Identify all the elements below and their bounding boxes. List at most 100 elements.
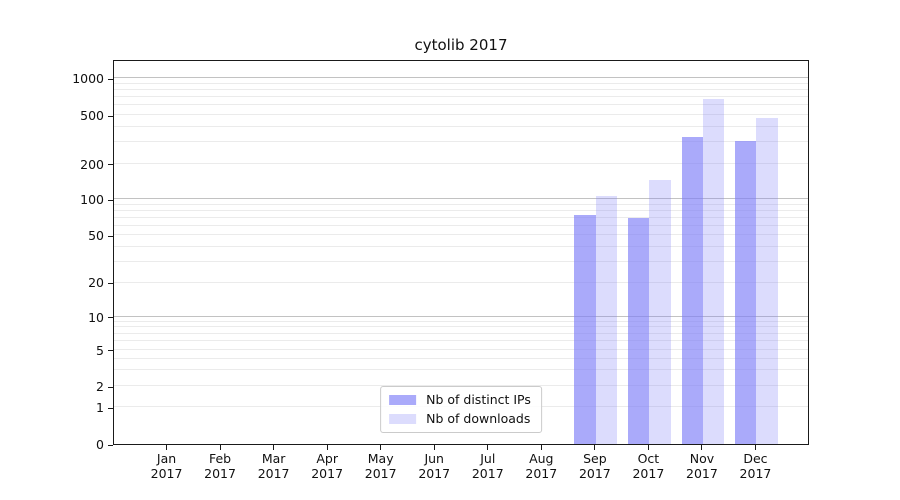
x-tick-year-dec: 2017 bbox=[739, 466, 772, 481]
legend-label-downloads: Nb of downloads bbox=[426, 411, 531, 426]
gridline-y-900 bbox=[114, 82, 808, 84]
x-tick-month-sep: Sep bbox=[583, 451, 607, 466]
y-tick-mark-50 bbox=[108, 235, 113, 237]
x-tick-label-feb: Feb 2017 bbox=[190, 451, 250, 481]
y-tick-mark-5 bbox=[108, 350, 113, 352]
x-tick-year-apr: 2017 bbox=[311, 466, 344, 481]
bar-nb-of-distinct-ips-nov bbox=[681, 136, 703, 444]
x-tick-year-oct: 2017 bbox=[632, 466, 665, 481]
x-tick-mark-mar bbox=[273, 445, 275, 450]
chart-title: cytolib 2017 bbox=[414, 36, 508, 54]
x-tick-year-nov: 2017 bbox=[686, 466, 718, 481]
x-tick-label-aug: Aug 2017 bbox=[511, 451, 571, 481]
gridline-y-4 bbox=[114, 357, 808, 359]
x-tick-month-mar: Mar bbox=[261, 451, 286, 466]
y-tick-mark-1 bbox=[108, 407, 113, 409]
x-tick-month-jun: Jun bbox=[424, 451, 444, 466]
x-tick-month-aug: Aug bbox=[529, 451, 554, 466]
gridline-y-70 bbox=[114, 216, 808, 218]
y-tick-label-200: 200 bbox=[80, 156, 104, 172]
x-tick-month-nov: Nov bbox=[689, 451, 715, 466]
x-tick-month-may: May bbox=[367, 451, 394, 466]
gridline-y-5 bbox=[114, 348, 808, 350]
x-tick-month-jan: Jan bbox=[156, 451, 177, 466]
x-tick-label-mar: Mar 2017 bbox=[244, 451, 304, 481]
bar-nb-of-downloads-oct bbox=[649, 180, 671, 444]
x-tick-year-feb: 2017 bbox=[204, 466, 236, 481]
x-tick-month-dec: Dec bbox=[743, 451, 768, 466]
x-tick-label-jan: Jan 2017 bbox=[137, 451, 197, 481]
x-tick-year-may: 2017 bbox=[364, 466, 397, 481]
gridline-y-600 bbox=[114, 104, 808, 106]
gridline-y-9 bbox=[114, 320, 808, 322]
gridline-y-50 bbox=[114, 234, 808, 236]
x-tick-year-jan: 2017 bbox=[150, 466, 183, 481]
x-tick-month-jul: Jul bbox=[480, 451, 496, 466]
x-tick-mark-feb bbox=[219, 445, 221, 450]
x-tick-mark-apr bbox=[326, 445, 328, 450]
gridline-y-300 bbox=[114, 141, 808, 143]
x-tick-month-apr: Apr bbox=[316, 451, 338, 466]
legend-item-downloads: Nb of downloads bbox=[389, 411, 531, 426]
gridline-y-80 bbox=[114, 209, 808, 211]
gridline-y-10 bbox=[114, 315, 808, 317]
gridline-y-200 bbox=[114, 163, 808, 164]
gridline-y-40 bbox=[114, 245, 808, 247]
plot-area: Nb of distinct IPs Nb of downloads bbox=[113, 60, 809, 445]
gridline-y-400 bbox=[114, 125, 808, 127]
gridline-y-90 bbox=[114, 203, 808, 205]
y-tick-mark-500 bbox=[108, 115, 113, 117]
bar-nb-of-distinct-ips-dec bbox=[735, 141, 757, 444]
x-tick-mark-oct bbox=[647, 445, 649, 450]
x-tick-year-mar: 2017 bbox=[257, 466, 290, 481]
y-tick-mark-2 bbox=[108, 386, 113, 388]
bar-nb-of-downloads-dec bbox=[756, 117, 778, 444]
x-tick-label-oct: Oct 2017 bbox=[618, 451, 678, 481]
x-tick-mark-aug bbox=[540, 445, 542, 450]
gridline-y-8 bbox=[114, 326, 808, 328]
y-tick-label-100: 100 bbox=[80, 192, 104, 208]
y-tick-label-10: 10 bbox=[88, 309, 104, 325]
y-tick-label-20: 20 bbox=[88, 275, 104, 291]
x-tick-year-jul: 2017 bbox=[471, 466, 504, 481]
gridline-y-7 bbox=[114, 332, 808, 334]
y-tick-label-0: 0 bbox=[96, 437, 104, 452]
x-tick-mark-may bbox=[380, 445, 382, 450]
y-tick-mark-10 bbox=[108, 317, 113, 319]
y-tick-mark-0 bbox=[108, 444, 113, 446]
gridline-y-60 bbox=[114, 224, 808, 226]
x-tick-label-jul: Jul 2017 bbox=[458, 451, 518, 481]
x-tick-mark-jul bbox=[487, 445, 489, 450]
legend-swatch-distinct-ips-icon bbox=[389, 394, 417, 405]
legend: Nb of distinct IPs Nb of downloads bbox=[380, 386, 542, 433]
y-tick-mark-20 bbox=[108, 282, 113, 284]
legend-swatch-downloads-icon bbox=[389, 413, 417, 424]
gridline-y-6 bbox=[114, 340, 808, 342]
y-tick-mark-1000 bbox=[108, 78, 113, 80]
y-tick-label-500: 500 bbox=[80, 108, 104, 124]
x-tick-month-oct: Oct bbox=[637, 451, 660, 466]
x-tick-label-sep: Sep 2017 bbox=[565, 451, 625, 481]
x-tick-year-aug: 2017 bbox=[525, 466, 558, 481]
x-tick-label-jun: Jun 2017 bbox=[404, 451, 464, 481]
x-tick-mark-jan bbox=[166, 445, 168, 450]
x-tick-year-sep: 2017 bbox=[578, 466, 611, 481]
gridline-y-3 bbox=[114, 369, 808, 371]
x-tick-mark-dec bbox=[754, 445, 756, 450]
x-tick-month-feb: Feb bbox=[208, 451, 232, 466]
y-tick-label-1: 1 bbox=[96, 400, 104, 416]
gridline-y-20 bbox=[114, 281, 808, 283]
x-tick-year-jun: 2017 bbox=[418, 466, 451, 481]
gridline-y-1000 bbox=[114, 77, 808, 79]
y-tick-mark-200 bbox=[108, 164, 113, 166]
y-tick-label-1000: 1000 bbox=[72, 71, 104, 87]
y-tick-label-50: 50 bbox=[88, 228, 104, 244]
gridline-y-800 bbox=[114, 89, 808, 91]
y-tick-mark-100 bbox=[108, 199, 113, 201]
x-tick-label-apr: Apr 2017 bbox=[297, 451, 357, 481]
gridline-y-30 bbox=[114, 260, 808, 262]
legend-item-distinct-ips: Nb of distinct IPs bbox=[389, 392, 531, 407]
x-tick-label-nov: Nov 2017 bbox=[672, 451, 732, 481]
gridline-y-100 bbox=[114, 198, 808, 200]
